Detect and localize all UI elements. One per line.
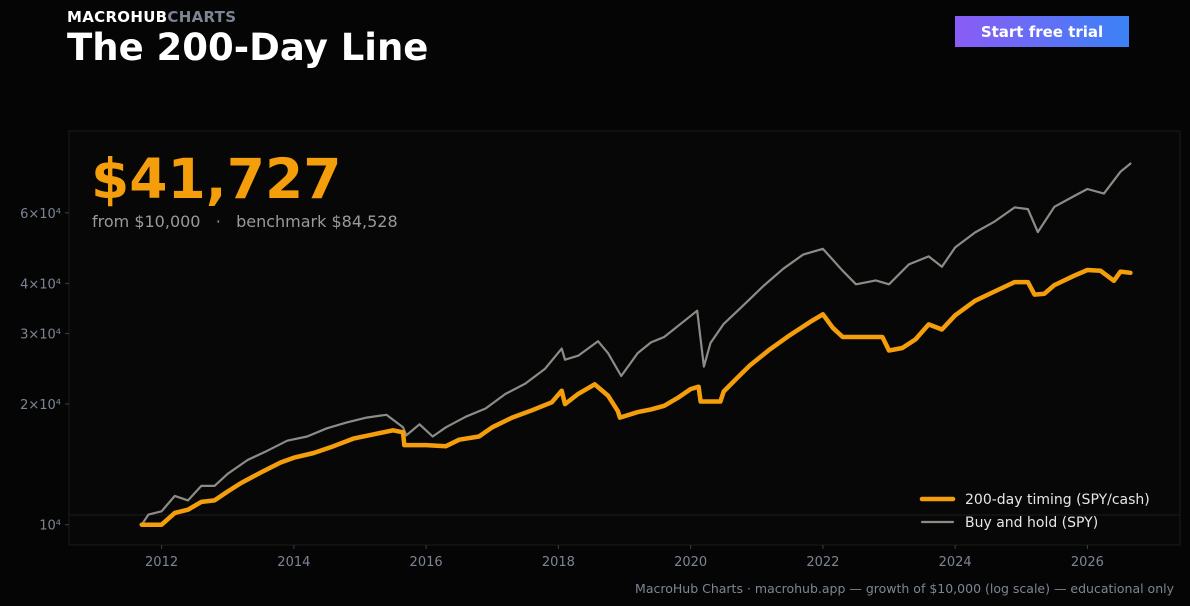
x-tick-label-2014: 2014 xyxy=(277,555,310,570)
start-free-trial-button[interactable]: Start free trial xyxy=(955,16,1129,47)
headline-subtitle: from $10,000 · benchmark $84,528 xyxy=(92,212,398,231)
x-tick-label-2024: 2024 xyxy=(939,555,972,570)
y-tick-label-2: 3×10⁴ xyxy=(20,327,61,342)
y-tick-label-1: 2×10⁴ xyxy=(20,398,61,413)
legend-label-1: Buy and hold (SPY) xyxy=(965,515,1098,531)
y-tick-label-0: 10⁴ xyxy=(39,519,61,534)
y-tick-label-4: 6×10⁴ xyxy=(20,207,61,222)
legend-label-0: 200-day timing (SPY/cash) xyxy=(965,492,1150,508)
brand-logo: MACROHUBCHARTS xyxy=(67,8,236,26)
x-tick-label-2022: 2022 xyxy=(806,555,839,570)
x-tick-label-2012: 2012 xyxy=(145,555,178,570)
brand-name-part2: CHARTS xyxy=(167,8,237,26)
chart-container: 10⁴ 2×10⁴ 3×10⁴ 4×10⁴ 6×10⁴ 2012 2014 2016 2018… xyxy=(20,130,1181,570)
x-tick-label-2020: 2020 xyxy=(674,555,707,570)
series-line-buy-and-hold xyxy=(140,162,1132,526)
page-title: The 200-Day Line xyxy=(67,26,429,69)
footer-note: MacroHub Charts · macrohub.app — growth … xyxy=(635,581,1174,596)
brand-name-part1: MACROHUB xyxy=(67,8,168,26)
series-line-200-day-timing xyxy=(139,267,1133,527)
y-tick-label-3: 4×10⁴ xyxy=(20,277,61,292)
x-tick-label-2018: 2018 xyxy=(542,555,575,570)
headline-value: $41,727 xyxy=(91,147,342,211)
x-tick-label-2026: 2026 xyxy=(1071,555,1104,570)
legend: 200-day timing (SPY/cash) Buy and hold (S… xyxy=(919,492,1150,531)
x-tick-label-2016: 2016 xyxy=(410,555,443,570)
